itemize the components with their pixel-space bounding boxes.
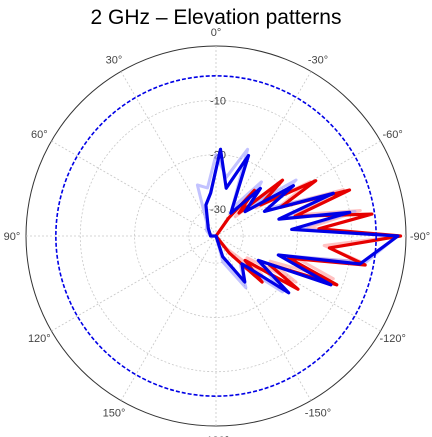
series-group (55, 75, 403, 397)
radial-tick-label: -10 (210, 95, 226, 107)
angle-tick-label: 120° (28, 333, 51, 345)
series-line-3 (204, 147, 400, 295)
radial-grid-circle (79, 99, 353, 373)
series-line-2 (214, 178, 403, 291)
angular-spoke (51, 140, 217, 237)
dashed-reference-circle (55, 75, 377, 397)
angle-tick-label: -60° (383, 129, 403, 141)
angular-spoke (120, 71, 217, 237)
angle-tick-label: 60° (31, 129, 48, 141)
radial-tick-label: -30 (210, 204, 226, 216)
angle-tick-label: -90° (410, 231, 430, 243)
angle-tick-label: -150° (305, 408, 331, 420)
angle-tick-label: 150° (103, 408, 126, 420)
angle-tick-label: 90° (4, 231, 21, 243)
angle-tick-label: 30° (106, 54, 123, 66)
radial-grid-circle (188, 208, 244, 264)
angle-tick-label: 0° (211, 27, 222, 39)
angle-tick-label: -180° (203, 435, 229, 437)
angle-tick-label: -30° (308, 54, 328, 66)
polar-grid (25, 45, 407, 427)
chart-title: 2 GHz – Elevation patterns (90, 6, 342, 29)
angular-spoke (51, 235, 217, 332)
angular-spoke (120, 235, 217, 401)
angle-tick-label: -120° (379, 333, 405, 345)
